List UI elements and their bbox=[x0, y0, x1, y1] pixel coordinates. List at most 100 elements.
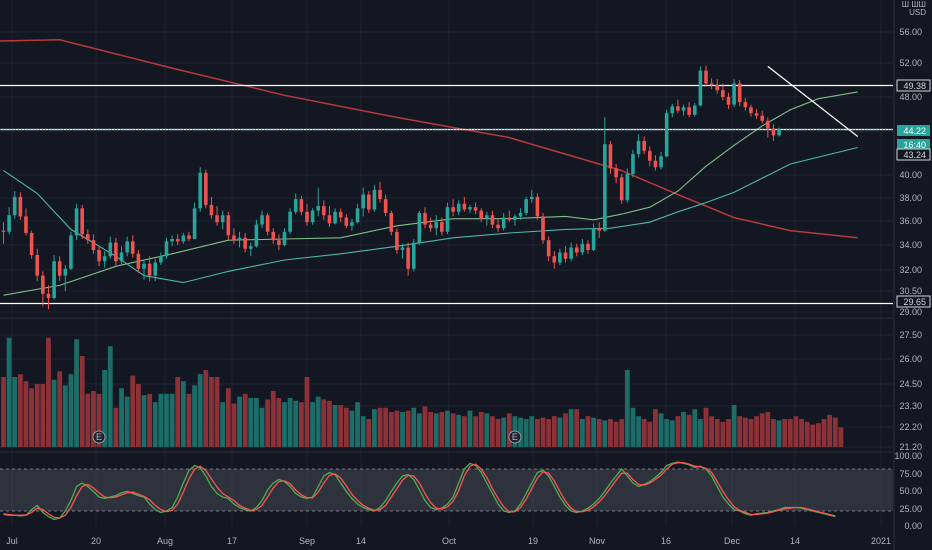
price-pane[interactable] bbox=[0, 39, 893, 310]
candle[interactable] bbox=[102, 251, 107, 268]
candle[interactable] bbox=[147, 256, 152, 282]
candle[interactable] bbox=[546, 236, 551, 262]
candle[interactable] bbox=[428, 217, 433, 232]
earnings-marker-icon[interactable]: E bbox=[92, 430, 106, 444]
candle[interactable] bbox=[760, 110, 764, 124]
candle[interactable] bbox=[80, 204, 84, 239]
candle[interactable] bbox=[322, 200, 326, 220]
candle[interactable] bbox=[676, 99, 680, 114]
candle[interactable] bbox=[355, 203, 360, 224]
candle[interactable] bbox=[69, 231, 73, 270]
candle[interactable] bbox=[136, 250, 141, 273]
candle[interactable] bbox=[299, 195, 304, 216]
candle[interactable] bbox=[726, 92, 731, 109]
price-tag[interactable]: 49.38 bbox=[896, 79, 931, 92]
candle[interactable] bbox=[709, 78, 714, 90]
candle[interactable] bbox=[631, 149, 635, 178]
candle[interactable] bbox=[608, 140, 613, 174]
price-axis[interactable]: 56.0052.0048.0044.0040.0038.0036.0034.00… bbox=[894, 27, 931, 531]
candle[interactable] bbox=[451, 199, 455, 217]
candle[interactable] bbox=[445, 202, 450, 235]
stochastic-pane[interactable] bbox=[0, 461, 893, 521]
candle[interactable] bbox=[625, 168, 630, 203]
candle[interactable] bbox=[389, 210, 394, 236]
candle[interactable] bbox=[479, 208, 483, 223]
candle[interactable] bbox=[721, 83, 725, 101]
candle[interactable] bbox=[591, 223, 596, 252]
candle[interactable] bbox=[754, 108, 759, 120]
candle[interactable] bbox=[310, 208, 315, 225]
price-tag[interactable]: 29.65 bbox=[896, 295, 931, 308]
candle[interactable] bbox=[248, 242, 253, 257]
candle[interactable] bbox=[18, 192, 23, 220]
candle[interactable] bbox=[130, 235, 135, 258]
candle[interactable] bbox=[411, 239, 416, 272]
candle[interactable] bbox=[260, 210, 264, 229]
candle[interactable] bbox=[771, 124, 776, 141]
candle[interactable] bbox=[181, 233, 186, 244]
price-tag[interactable]: 44.22 bbox=[897, 125, 930, 136]
candle[interactable] bbox=[552, 251, 557, 269]
candle[interactable] bbox=[749, 104, 753, 117]
candle[interactable] bbox=[35, 248, 40, 282]
candle[interactable] bbox=[114, 237, 118, 267]
candle[interactable] bbox=[659, 151, 663, 170]
price-tag[interactable]: 43.24 bbox=[896, 148, 931, 161]
candle[interactable] bbox=[715, 79, 720, 94]
candle[interactable] bbox=[743, 97, 748, 111]
candle[interactable] bbox=[215, 206, 219, 226]
candle[interactable] bbox=[417, 210, 422, 245]
candle[interactable] bbox=[423, 207, 427, 229]
candle[interactable] bbox=[732, 79, 736, 108]
trendline[interactable] bbox=[767, 65, 859, 137]
candle[interactable] bbox=[737, 80, 742, 107]
candle[interactable] bbox=[187, 231, 191, 242]
candle[interactable] bbox=[74, 203, 79, 241]
candle[interactable] bbox=[642, 136, 646, 155]
candle[interactable] bbox=[440, 217, 444, 236]
candle[interactable] bbox=[46, 285, 51, 310]
candle[interactable] bbox=[86, 229, 90, 244]
candle[interactable] bbox=[563, 246, 568, 263]
candle[interactable] bbox=[400, 243, 405, 259]
candle[interactable] bbox=[338, 208, 343, 223]
candle[interactable] bbox=[29, 230, 34, 259]
candle[interactable] bbox=[597, 222, 602, 238]
candle[interactable] bbox=[603, 117, 607, 232]
candle[interactable] bbox=[1, 222, 6, 244]
candle[interactable] bbox=[327, 206, 332, 227]
candle[interactable] bbox=[541, 212, 545, 244]
candle[interactable] bbox=[344, 214, 349, 229]
candle[interactable] bbox=[777, 127, 781, 137]
candle[interactable] bbox=[687, 102, 691, 118]
candle[interactable] bbox=[692, 102, 697, 117]
candle[interactable] bbox=[648, 146, 652, 167]
candle[interactable] bbox=[226, 211, 231, 241]
candle[interactable] bbox=[125, 236, 129, 257]
candle[interactable] bbox=[580, 239, 585, 255]
candle[interactable] bbox=[378, 181, 382, 203]
candle[interactable] bbox=[496, 218, 500, 232]
candle[interactable] bbox=[142, 260, 146, 280]
candle[interactable] bbox=[237, 231, 242, 248]
candle[interactable] bbox=[175, 234, 180, 245]
candle[interactable] bbox=[350, 218, 354, 231]
candle[interactable] bbox=[7, 207, 11, 235]
candle[interactable] bbox=[209, 196, 214, 219]
candle[interactable] bbox=[97, 246, 101, 267]
candle[interactable] bbox=[192, 202, 197, 239]
candle[interactable] bbox=[619, 173, 624, 204]
candle[interactable] bbox=[153, 258, 158, 282]
candle[interactable] bbox=[24, 208, 28, 236]
candle[interactable] bbox=[670, 103, 675, 118]
candle[interactable] bbox=[462, 196, 467, 212]
candle[interactable] bbox=[361, 187, 365, 217]
candle[interactable] bbox=[198, 167, 202, 212]
candle[interactable] bbox=[265, 212, 270, 236]
candle[interactable] bbox=[558, 248, 562, 265]
candle[interactable] bbox=[243, 233, 247, 253]
candle[interactable] bbox=[204, 169, 208, 209]
candle[interactable] bbox=[766, 117, 770, 138]
